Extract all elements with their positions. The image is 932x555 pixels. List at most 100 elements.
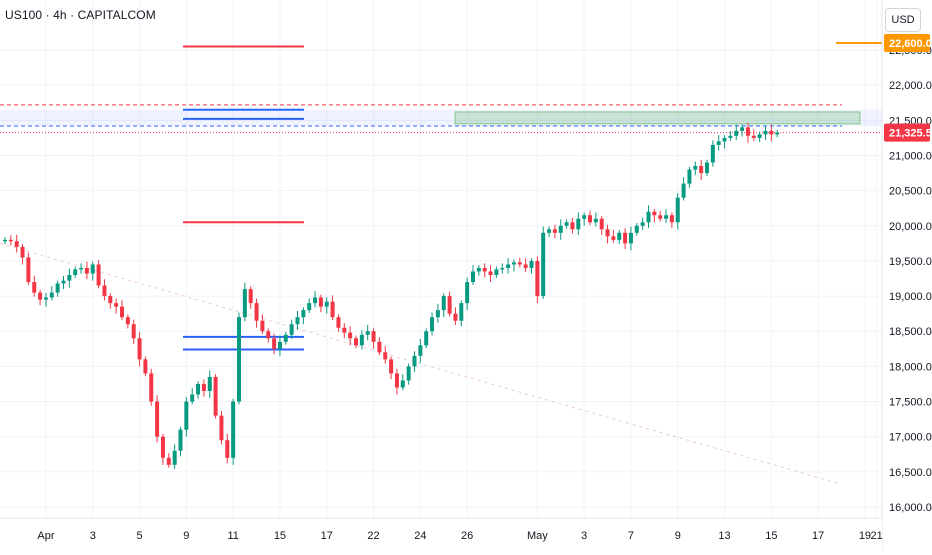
candle-body bbox=[90, 264, 95, 274]
x-tick-label: 11 bbox=[227, 530, 238, 542]
candle-body bbox=[289, 324, 294, 335]
candle-body bbox=[500, 267, 505, 270]
trend-line bbox=[0, 242, 841, 485]
x-tick-label: 17 bbox=[812, 530, 824, 542]
candle-body bbox=[699, 166, 704, 174]
y-tick-label: 18,500.0 bbox=[889, 326, 932, 338]
candle-body bbox=[769, 130, 774, 135]
y-tick-label: 17,500.0 bbox=[889, 397, 932, 409]
candle-body bbox=[213, 376, 218, 416]
current-price-label: 21,325.5 bbox=[889, 128, 932, 140]
candle-body bbox=[102, 285, 107, 297]
candle-body bbox=[541, 232, 546, 297]
candle-body bbox=[160, 436, 165, 458]
candle-body bbox=[108, 296, 113, 304]
candle-body bbox=[400, 380, 405, 388]
candle-body bbox=[260, 320, 265, 332]
candle-body bbox=[365, 331, 370, 335]
candle-body bbox=[67, 275, 72, 281]
candle-body bbox=[552, 229, 557, 233]
candle-body bbox=[377, 341, 382, 353]
candle-body bbox=[277, 341, 282, 349]
candle-body bbox=[219, 415, 224, 441]
candle-body bbox=[114, 303, 119, 307]
time-axis-background bbox=[0, 518, 882, 550]
x-tick-label: 17 bbox=[321, 530, 333, 542]
candle-body bbox=[354, 338, 358, 346]
candle-body bbox=[38, 292, 43, 300]
candle-body bbox=[681, 183, 686, 198]
candle-body bbox=[237, 317, 241, 402]
candle-body bbox=[763, 130, 768, 135]
candle-body bbox=[418, 345, 423, 356]
candle-body bbox=[705, 162, 709, 174]
candle-body bbox=[389, 359, 394, 374]
candle-body bbox=[166, 457, 171, 465]
candle-body bbox=[775, 132, 780, 135]
candle-body bbox=[49, 292, 54, 298]
candle-body bbox=[617, 232, 622, 240]
candle-body bbox=[628, 232, 633, 244]
candle-body bbox=[453, 313, 458, 321]
candle-body bbox=[740, 127, 745, 131]
candle-body bbox=[430, 317, 435, 332]
candle-body bbox=[646, 211, 651, 223]
candle-body bbox=[359, 334, 364, 346]
y-tick-label: 17,000.0 bbox=[889, 432, 932, 444]
candle-body bbox=[710, 144, 715, 163]
candle-body bbox=[734, 130, 739, 136]
candle-body bbox=[664, 215, 669, 219]
candle-body bbox=[658, 215, 663, 219]
candle-body bbox=[623, 232, 628, 244]
level-price-label: 22,600.0 bbox=[889, 38, 932, 50]
candle-body bbox=[318, 297, 323, 307]
candle-body bbox=[371, 331, 376, 342]
candle-body bbox=[348, 332, 353, 339]
x-tick-label: 7 bbox=[628, 530, 634, 542]
candles bbox=[3, 122, 780, 470]
candle-body bbox=[494, 269, 499, 275]
price-axis-background bbox=[882, 0, 932, 550]
candle-body bbox=[196, 383, 201, 395]
x-tick-label: May bbox=[527, 530, 548, 542]
candle-body bbox=[652, 211, 657, 216]
candle-body bbox=[137, 338, 142, 360]
candle-body bbox=[295, 317, 300, 325]
x-tick-label: Apr bbox=[37, 530, 54, 542]
candle-body bbox=[324, 301, 329, 307]
candle-body bbox=[242, 289, 247, 318]
candle-body bbox=[588, 215, 592, 223]
candle-body bbox=[143, 359, 148, 374]
candle-body bbox=[330, 301, 335, 318]
candle-body bbox=[125, 317, 130, 325]
currency-selector-button[interactable]: USD bbox=[885, 8, 921, 32]
candle-body bbox=[506, 264, 511, 268]
candle-body bbox=[599, 218, 604, 230]
candle-body bbox=[73, 269, 78, 275]
candle-body bbox=[248, 289, 253, 304]
candle-body bbox=[757, 134, 762, 138]
x-tick-label: 5 bbox=[136, 530, 142, 542]
x-tick-label: 9 bbox=[675, 530, 681, 542]
x-tick-label: 21 bbox=[871, 530, 883, 542]
candle-body bbox=[605, 229, 610, 237]
candle-body bbox=[558, 225, 563, 233]
candle-body bbox=[149, 373, 154, 402]
candle-body bbox=[471, 271, 475, 283]
candle-body bbox=[640, 222, 645, 226]
candle-body bbox=[272, 338, 277, 349]
candle-body bbox=[424, 331, 429, 346]
candle-body bbox=[511, 262, 516, 265]
candle-body bbox=[342, 327, 347, 333]
candle-body bbox=[476, 267, 481, 272]
candle-body bbox=[178, 429, 183, 451]
x-tick-label: 24 bbox=[414, 530, 426, 542]
candle-body bbox=[751, 135, 756, 138]
x-tick-label: 15 bbox=[274, 530, 286, 542]
candle-body bbox=[383, 352, 388, 360]
target-box bbox=[454, 111, 861, 125]
candle-body bbox=[61, 280, 66, 284]
candle-body bbox=[611, 236, 616, 240]
